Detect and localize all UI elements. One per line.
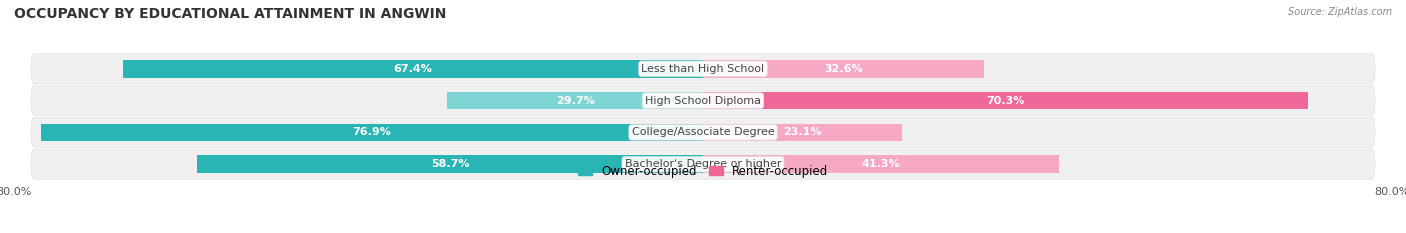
Text: 58.7%: 58.7%	[432, 159, 470, 169]
Bar	[703, 92, 1309, 109]
FancyBboxPatch shape	[31, 54, 1375, 84]
FancyBboxPatch shape	[31, 149, 1375, 179]
Text: Bachelor's Degree or higher: Bachelor's Degree or higher	[624, 159, 782, 169]
Text: 29.7%: 29.7%	[555, 96, 595, 106]
Bar	[197, 155, 703, 173]
Text: 41.3%: 41.3%	[862, 159, 900, 169]
Text: Less than High School: Less than High School	[641, 64, 765, 74]
Bar	[703, 155, 1059, 173]
Bar	[703, 60, 984, 78]
Bar	[41, 124, 703, 141]
Text: OCCUPANCY BY EDUCATIONAL ATTAINMENT IN ANGWIN: OCCUPANCY BY EDUCATIONAL ATTAINMENT IN A…	[14, 7, 447, 21]
Text: Source: ZipAtlas.com: Source: ZipAtlas.com	[1288, 7, 1392, 17]
FancyBboxPatch shape	[31, 117, 1375, 147]
Text: 70.3%: 70.3%	[987, 96, 1025, 106]
Bar	[447, 92, 703, 109]
Text: 23.1%: 23.1%	[783, 127, 821, 137]
Text: 67.4%: 67.4%	[394, 64, 432, 74]
Text: College/Associate Degree: College/Associate Degree	[631, 127, 775, 137]
Bar	[703, 124, 901, 141]
Text: 76.9%: 76.9%	[353, 127, 391, 137]
Legend: Owner-occupied, Renter-occupied: Owner-occupied, Renter-occupied	[572, 160, 834, 182]
Text: High School Diploma: High School Diploma	[645, 96, 761, 106]
Text: 32.6%: 32.6%	[824, 64, 863, 74]
FancyBboxPatch shape	[31, 86, 1375, 116]
Bar	[122, 60, 703, 78]
